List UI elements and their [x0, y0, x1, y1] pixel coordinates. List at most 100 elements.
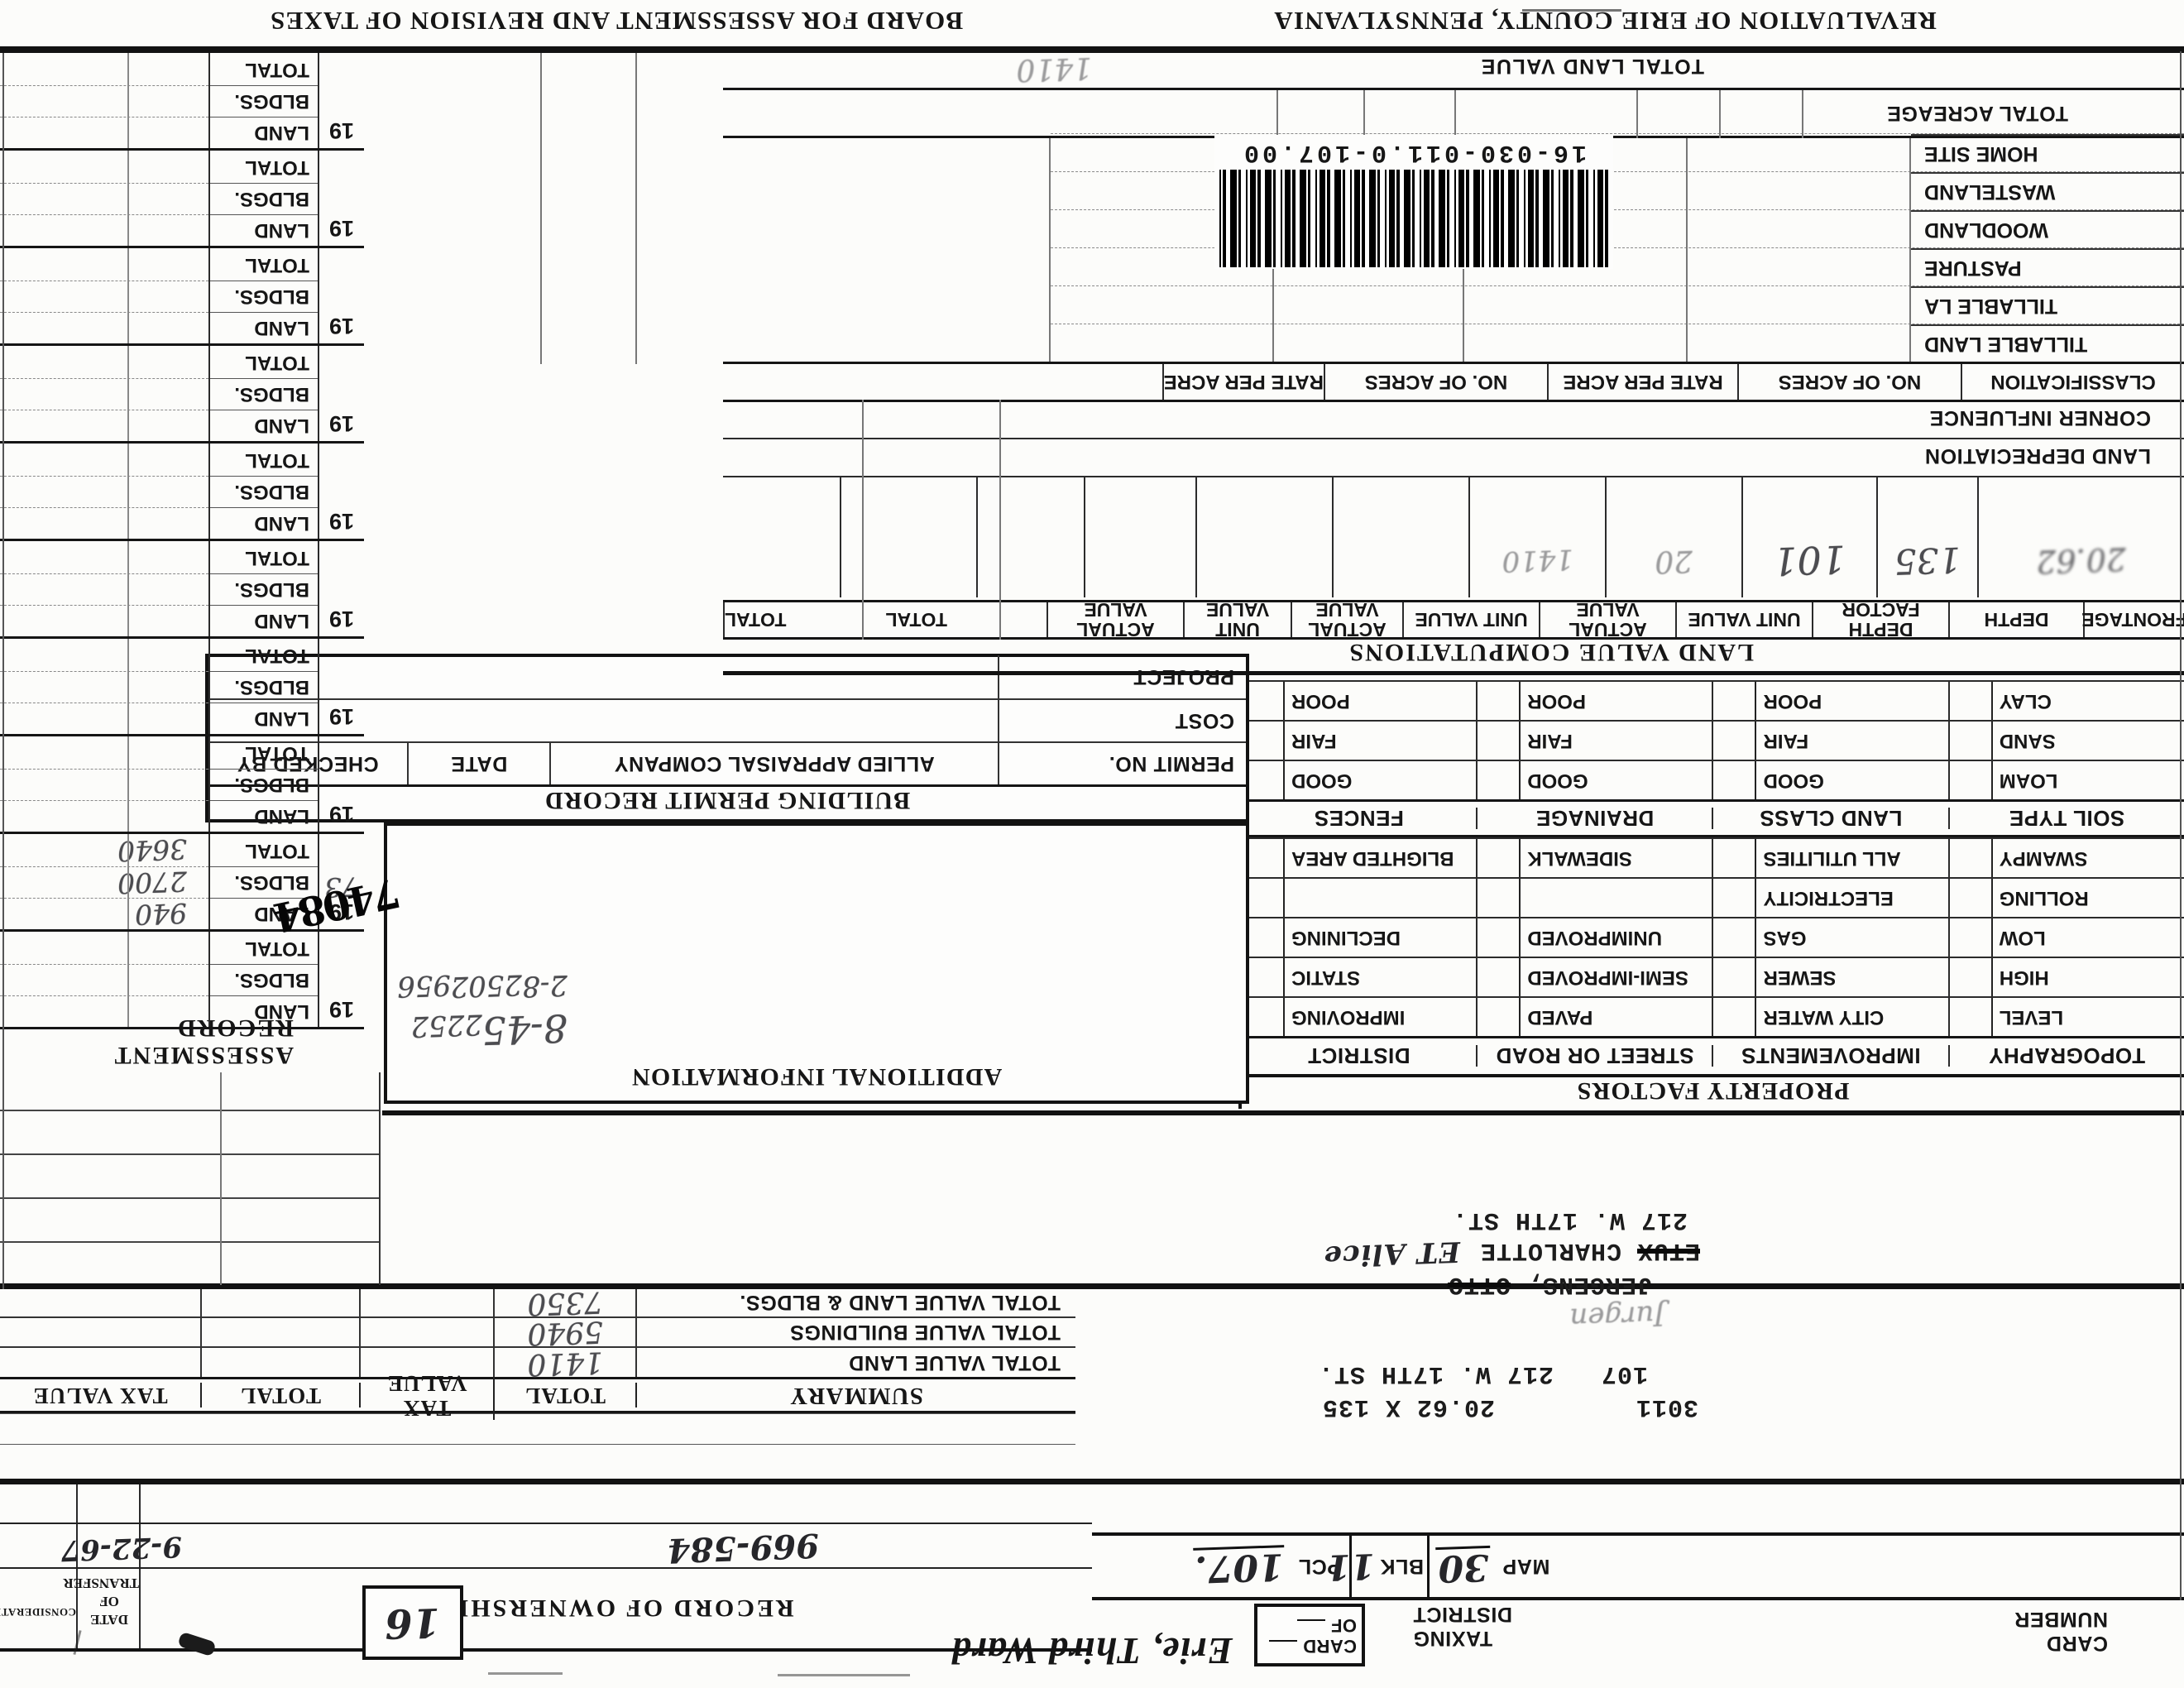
factor-option: ELECTRICITY [1763, 886, 1894, 909]
blk-label: BLK [1379, 1555, 1424, 1579]
assessment-year-block: 19 LAND BLDGS. TOTAL [0, 53, 364, 151]
ownership-empty-row [0, 1480, 1092, 1523]
checkbox [1949, 879, 1993, 917]
classification-label: HOME SITE [1911, 134, 2184, 171]
land-computation-empty-row [723, 476, 2184, 523]
computation-header: TOTAL [723, 602, 787, 637]
assessment-values [0, 346, 208, 441]
classification-row: TILLABLE LAND [1051, 324, 2184, 362]
assessment-year-block: 19 LAND BLDGS. TOTAL [0, 248, 364, 346]
checkbox [1713, 682, 1757, 720]
date-of-transfer-label: DATE OF TRANSFER [63, 1574, 139, 1628]
year-prefix: 19 [328, 704, 355, 729]
factor-option: SWAMPY [1999, 846, 2088, 870]
acreage-tick [1719, 90, 1721, 138]
land-value-computations: LAND VALUE COMPUTATIONS FRONTAGE DEPTH DEP… [723, 49, 2184, 675]
summary-empty-row [0, 1413, 1075, 1444]
depth-value: 135 [1894, 539, 1961, 583]
number-word: NUMBER [2014, 1608, 2108, 1632]
summary-row-taxvalue [361, 1317, 495, 1347]
assessment-values [0, 541, 208, 636]
acreage-tick [1454, 90, 1456, 138]
computation-header: TOTAL [885, 609, 948, 631]
blk-value: 11 [1325, 1545, 1376, 1589]
assessment-year-block: 19 73 LAND BLDGS. TOTAL 940 2700 3640 74… [0, 833, 404, 940]
classification-label: TILLABLE LA [1911, 286, 2184, 324]
checkbox [1949, 761, 1993, 799]
bldgs-row-label: BLDGS. [210, 963, 318, 995]
ownership-entry-row: 969-584 9-22-67 [0, 1523, 1092, 1570]
appraisal-company: ALLIED APPRAISAL COMPANY [549, 743, 998, 784]
card-of-box: CARD OF [1254, 1604, 1365, 1666]
property-factors-title: PROPERTY FACTORS [1242, 1074, 2184, 1109]
permit-no-label: PERMIT NO. [998, 743, 1246, 784]
checkbox [1713, 918, 1757, 957]
pencil-note: 2502 [450, 967, 523, 1004]
checkbox [1478, 761, 1521, 799]
year-prefix: 19 [328, 118, 355, 143]
year-prefix: 19 [328, 411, 355, 436]
land-row-label: LAND [210, 604, 318, 636]
assessment-values: 940 2700 3640 [0, 833, 208, 931]
total-row-label: TOTAL [245, 156, 309, 179]
class-col-divider [1909, 138, 1911, 362]
soil-option: CLAY [1999, 689, 2052, 712]
classification-header: NO. OF ACRES [1737, 364, 1961, 400]
property-factors-table: PROPERTY FACTORS TOPOGRAPHY IMPROVEMENTS… [1238, 680, 2184, 1109]
year-cell: 19 [318, 53, 364, 148]
bldgs-row-label: BLDGS. [210, 670, 318, 703]
district-number-box: 16 [362, 1585, 463, 1660]
owner-spouse-name: CHARLOTTE [1479, 1236, 1637, 1264]
actual-value: 1410 [1501, 542, 1574, 578]
bottom-heavy-rule [0, 46, 2184, 53]
summary-value-row: TOTAL VALUE LAND & BLDGS. 7350 [0, 1284, 1075, 1321]
property-factors-headers: TOPOGRAPHY IMPROVEMENTS STREET OR ROAD D… [1242, 1036, 2184, 1074]
transfer-date-value: 9-22-67 [60, 1529, 183, 1567]
soil-headers: SOIL TYPE LAND CLASS DRAINAGE FENCES [1242, 799, 2184, 837]
summary-table: SUMMARY TOTAL TAX VALUE TOTAL TAX VALUE … [0, 1284, 1075, 1475]
factor-option: ROLLING [1999, 886, 2089, 909]
parcel-number: 16-030-011.0-107.00 [1240, 138, 1588, 166]
total-row-label: TOTAL [245, 741, 309, 765]
bldgs-row-label: BLDGS. [210, 84, 318, 117]
year-prefix: 19 [328, 997, 355, 1022]
summary-value-row: TOTAL VALUE BUILDINGS 5940 [0, 1315, 1075, 1351]
land-row-label: LAND [210, 116, 318, 148]
parcel-address-line: 107 217 W. 17TH ST. [1317, 1360, 1648, 1388]
assessment-row-labels: LAND BLDGS. TOTAL [208, 53, 318, 148]
computation-header: DEPTH [1948, 602, 2083, 637]
soil-option: FAIR [1291, 729, 1337, 752]
land-row-label: LAND [210, 506, 318, 539]
assessment-row-labels: LAND BLDGS. TOTAL [208, 346, 318, 441]
land-computation-headers: FRONTAGE DEPTH DEPTH FACTOR UNIT VALUE ACTUA… [723, 599, 2184, 640]
bldgs-row-label: BLDGS. [210, 573, 318, 605]
assessment-row-labels: LAND BLDGS. TOTAL [208, 932, 318, 1027]
assessment-year-block: 19 LAND BLDGS. TOTAL [0, 346, 364, 444]
taxing-district-label: TAXING DISTRICT [1413, 1603, 1512, 1650]
factor-option: SEMI-IMPROVED [1527, 966, 1688, 989]
total-row-label: TOTAL [245, 937, 309, 960]
pencil-notes: 8-452252 2-82502956 [387, 966, 568, 1053]
depth-factor-value: 101 [1772, 536, 1847, 584]
factor-option: IMPROVING [1291, 1005, 1406, 1029]
ownership-title: RECORD OF OWNERSHIP [438, 1594, 794, 1622]
acreage-tick [1636, 90, 1638, 138]
soil-option: GOOD [1291, 769, 1353, 792]
cost-row: COST [208, 698, 1246, 741]
owner-address: 217 W. 17TH ST. [1451, 1206, 1688, 1234]
additional-information-title: ADDITIONAL INFORMATION [630, 1063, 1003, 1091]
card-of-text: CARD OF [1269, 1615, 1357, 1657]
summary-row-value: 1410 [526, 1345, 604, 1382]
assessment-values [0, 53, 208, 148]
pcl-cell: PCL 107. [1092, 1536, 1349, 1597]
pencil-note: 956 [396, 967, 452, 1004]
summary-row-total-2 [202, 1288, 361, 1316]
soil-option: FAIR [1763, 729, 1809, 752]
assessment-row-labels: LAND BLDGS. TOTAL [208, 151, 318, 246]
assessment-row-labels: LAND BLDGS. TOTAL [208, 736, 318, 832]
soil-row: LOAM GOOD GOOD GOOD [1242, 760, 2184, 799]
total-acreage-label: TOTAL ACREAGE [1886, 101, 2068, 125]
summary-value-row: TOTAL VALUE LAND 1410 [0, 1345, 1075, 1382]
